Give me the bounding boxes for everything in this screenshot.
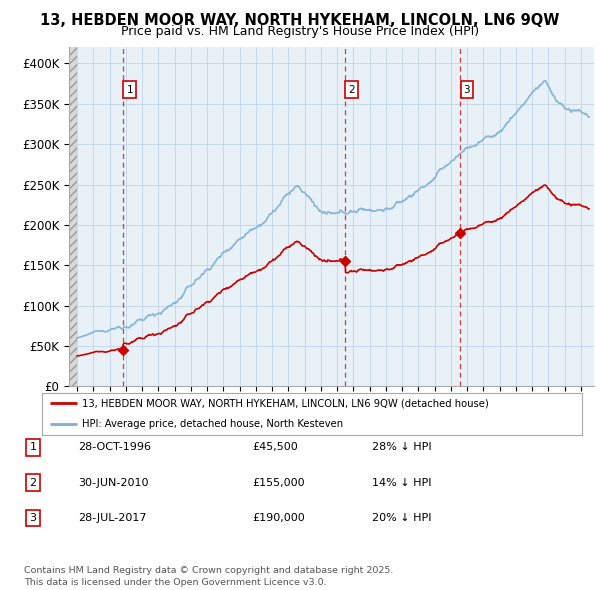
Text: 14% ↓ HPI: 14% ↓ HPI (372, 478, 431, 487)
Text: 28% ↓ HPI: 28% ↓ HPI (372, 442, 431, 452)
Text: HPI: Average price, detached house, North Kesteven: HPI: Average price, detached house, Nort… (83, 419, 344, 430)
Text: 1: 1 (29, 442, 37, 452)
Text: Price paid vs. HM Land Registry's House Price Index (HPI): Price paid vs. HM Land Registry's House … (121, 25, 479, 38)
Text: 1: 1 (127, 84, 133, 94)
Text: 28-JUL-2017: 28-JUL-2017 (78, 513, 146, 523)
Text: 2: 2 (349, 84, 355, 94)
Text: 13, HEBDEN MOOR WAY, NORTH HYKEHAM, LINCOLN, LN6 9QW: 13, HEBDEN MOOR WAY, NORTH HYKEHAM, LINC… (40, 13, 560, 28)
Text: 13, HEBDEN MOOR WAY, NORTH HYKEHAM, LINCOLN, LN6 9QW (detached house): 13, HEBDEN MOOR WAY, NORTH HYKEHAM, LINC… (83, 398, 489, 408)
Text: Contains HM Land Registry data © Crown copyright and database right 2025.
This d: Contains HM Land Registry data © Crown c… (24, 566, 394, 587)
Text: £155,000: £155,000 (252, 478, 305, 487)
Text: 3: 3 (29, 513, 37, 523)
Text: £45,500: £45,500 (252, 442, 298, 452)
Text: 3: 3 (464, 84, 470, 94)
Text: 28-OCT-1996: 28-OCT-1996 (78, 442, 151, 452)
Text: 20% ↓ HPI: 20% ↓ HPI (372, 513, 431, 523)
Bar (69, 47, 77, 386)
Text: 30-JUN-2010: 30-JUN-2010 (78, 478, 149, 487)
Text: 2: 2 (29, 478, 37, 487)
Text: £190,000: £190,000 (252, 513, 305, 523)
